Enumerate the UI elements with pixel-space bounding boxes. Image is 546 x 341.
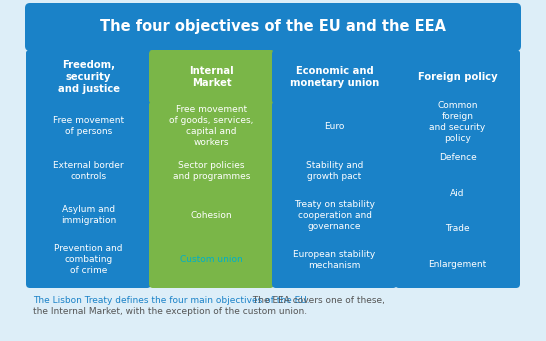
- Text: Custom union: Custom union: [180, 255, 243, 264]
- Text: Aid: Aid: [450, 189, 465, 197]
- Text: Foreign policy: Foreign policy: [418, 72, 497, 82]
- FancyBboxPatch shape: [149, 50, 274, 104]
- FancyBboxPatch shape: [272, 50, 397, 104]
- Text: Defence: Defence: [438, 153, 476, 162]
- Text: Economic and
monetary union: Economic and monetary union: [290, 66, 379, 88]
- Text: Prevention and
combating
of crime: Prevention and combating of crime: [54, 244, 123, 275]
- FancyBboxPatch shape: [272, 50, 397, 288]
- Text: Trade: Trade: [445, 224, 470, 233]
- FancyBboxPatch shape: [149, 50, 274, 288]
- Text: The EEA covers one of these,: The EEA covers one of these,: [250, 296, 384, 305]
- Text: Common
foreign
and security
policy: Common foreign and security policy: [429, 101, 485, 143]
- Text: Freedom,
security
and justice: Freedom, security and justice: [57, 60, 120, 94]
- Text: Euro: Euro: [324, 122, 345, 131]
- Text: European stability
mechanism: European stability mechanism: [293, 250, 376, 270]
- Text: Stability and
growth pact: Stability and growth pact: [306, 161, 363, 181]
- Text: Internal
Market: Internal Market: [189, 66, 234, 88]
- Text: Enlargement: Enlargement: [429, 260, 486, 269]
- Text: Sector policies
and programmes: Sector policies and programmes: [173, 161, 250, 181]
- FancyBboxPatch shape: [395, 50, 520, 288]
- Text: the Internal Market, with the exception of the custom union.: the Internal Market, with the exception …: [33, 307, 307, 316]
- Text: Cohesion: Cohesion: [191, 211, 232, 220]
- Text: The Lisbon Treaty defines the four main objectives of the EU.: The Lisbon Treaty defines the four main …: [33, 296, 310, 305]
- FancyBboxPatch shape: [395, 50, 520, 104]
- FancyBboxPatch shape: [26, 50, 151, 104]
- Text: Free movement
of goods, services,
capital and
workers: Free movement of goods, services, capita…: [169, 105, 254, 147]
- Text: External border
controls: External border controls: [53, 161, 124, 181]
- FancyBboxPatch shape: [25, 3, 521, 51]
- FancyBboxPatch shape: [26, 50, 151, 288]
- Text: Asylum and
immigration: Asylum and immigration: [61, 205, 116, 225]
- Text: The four objectives of the EU and the EEA: The four objectives of the EU and the EE…: [100, 19, 446, 34]
- Text: Treaty on stability
cooperation and
governance: Treaty on stability cooperation and gove…: [294, 199, 375, 231]
- Text: Free movement
of persons: Free movement of persons: [53, 116, 124, 136]
